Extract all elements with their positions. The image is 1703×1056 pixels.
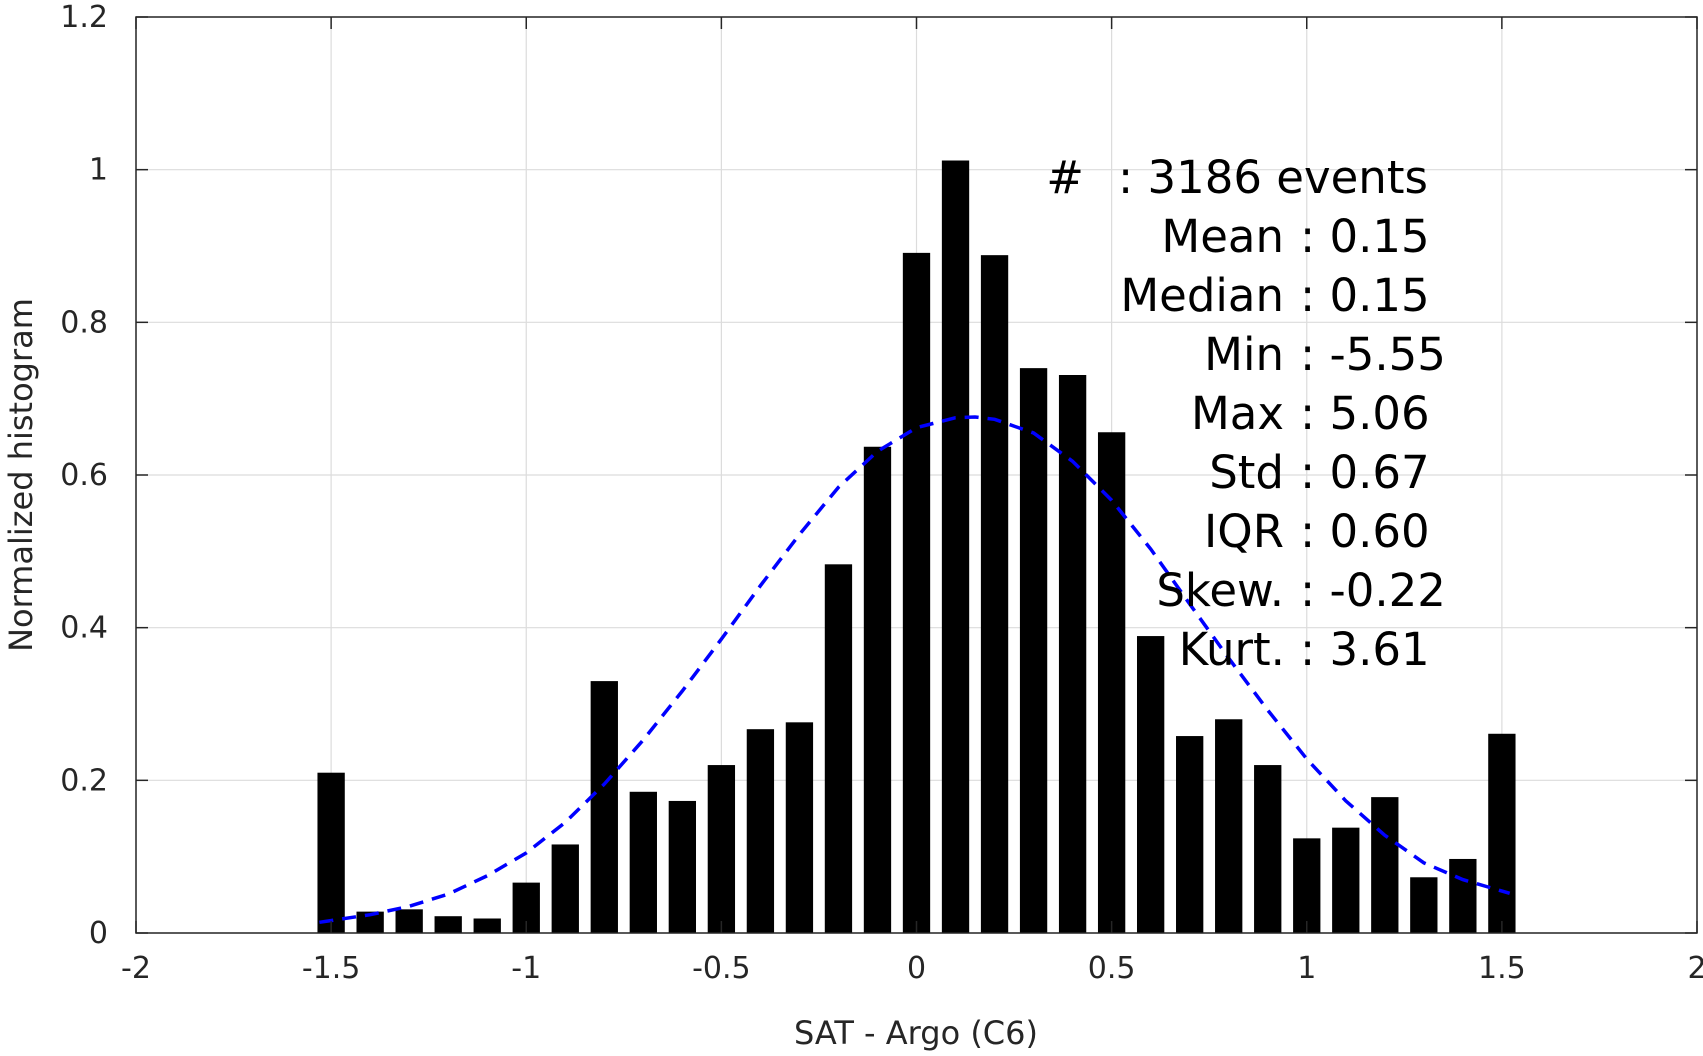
histogram-bar [941, 160, 970, 934]
stat-value: : -5.55 [1300, 328, 1446, 381]
histogram-bars [317, 160, 1516, 934]
stat-value: : 0.15 [1300, 210, 1430, 263]
histogram-bar [1019, 368, 1048, 934]
y-tick-label: 0.4 [60, 611, 108, 646]
x-tick-label: 1 [1297, 951, 1316, 986]
x-tick-label: -1.5 [302, 951, 361, 986]
histogram-bar [317, 772, 345, 933]
stat-label: Max [1191, 387, 1284, 440]
axis-ticks [135, 16, 1698, 934]
histogram-bar [1410, 877, 1438, 933]
stat-value: : 0.67 [1300, 446, 1430, 499]
x-tick-label: 0 [907, 951, 926, 986]
x-tick-label: -0.5 [692, 951, 751, 986]
histogram-bar [980, 255, 1009, 933]
stat-label: Kurt. [1179, 623, 1285, 676]
y-tick-label: 1.2 [60, 0, 108, 35]
histogram-bar [473, 918, 501, 933]
y-tick-label: 0.2 [60, 763, 108, 798]
stat-label: Mean [1161, 210, 1284, 263]
y-axis-label: Normalized histogram [2, 298, 40, 652]
histogram-bar [1332, 827, 1360, 933]
histogram-bar [1254, 765, 1282, 933]
histogram-bar [746, 729, 775, 933]
histogram-bar [1371, 797, 1399, 933]
histogram-bar [863, 446, 892, 933]
stat-label: Min [1204, 328, 1284, 381]
x-axis-label: SAT - Argo (C6) [794, 1014, 1038, 1052]
histogram-bar [1488, 733, 1516, 933]
histogram-bar [1293, 838, 1321, 933]
histogram-bar [1097, 432, 1126, 933]
x-tick-label: -1 [511, 951, 541, 986]
x-tick-label: 0.5 [1088, 951, 1136, 986]
stat-label: IQR [1204, 505, 1284, 558]
histogram-bar [590, 681, 618, 933]
stat-label: Median [1120, 269, 1284, 322]
stat-label: # [1046, 151, 1084, 204]
histogram-bar [1215, 719, 1243, 933]
stat-label: Std [1209, 446, 1284, 499]
stat-label: Skew. [1156, 564, 1284, 617]
histogram-bar [824, 564, 853, 933]
histogram-bar [1449, 858, 1477, 933]
histogram-bar [434, 916, 462, 933]
y-tick-label: 0.8 [60, 305, 108, 340]
stat-value: : 3186 events [1118, 151, 1428, 204]
histogram-bar [395, 909, 423, 933]
stat-value: : 3.61 [1300, 623, 1430, 676]
histogram-bar [1176, 736, 1204, 933]
stat-value: : -0.22 [1300, 564, 1446, 617]
y-tick-labels: 0 0.2 0.4 0.6 0.8 1 1.2 [60, 0, 108, 951]
statistics-annotation: # : 3186 events Mean : 0.15 Median : 0.15 Min:… [1046, 151, 1446, 676]
histogram-bar [1058, 375, 1087, 934]
histogram-bar [785, 722, 814, 933]
stat-value: : 0.15 [1300, 269, 1430, 322]
histogram-bar [356, 911, 384, 933]
x-tick-labels: -2 -1.5 -1 -0.5 0 0.5 1 1.5 2 [121, 951, 1703, 986]
x-tick-label: 1.5 [1478, 951, 1526, 986]
y-tick-label: 1 [89, 153, 108, 188]
x-tick-label: -2 [121, 951, 151, 986]
normal-fit-curve [319, 415, 1511, 925]
stat-value: : 0.60 [1300, 505, 1430, 558]
histogram-bar [668, 800, 697, 933]
y-tick-label: 0.6 [60, 458, 108, 493]
histogram-bar [551, 844, 579, 933]
histogram-bar [902, 252, 931, 933]
histogram-bar [629, 791, 657, 933]
histogram-bar [707, 765, 736, 933]
stat-value: : 5.06 [1300, 387, 1430, 440]
histogram-bar [1136, 636, 1165, 933]
x-tick-label: 2 [1687, 951, 1703, 986]
y-tick-label: 0 [89, 916, 108, 951]
